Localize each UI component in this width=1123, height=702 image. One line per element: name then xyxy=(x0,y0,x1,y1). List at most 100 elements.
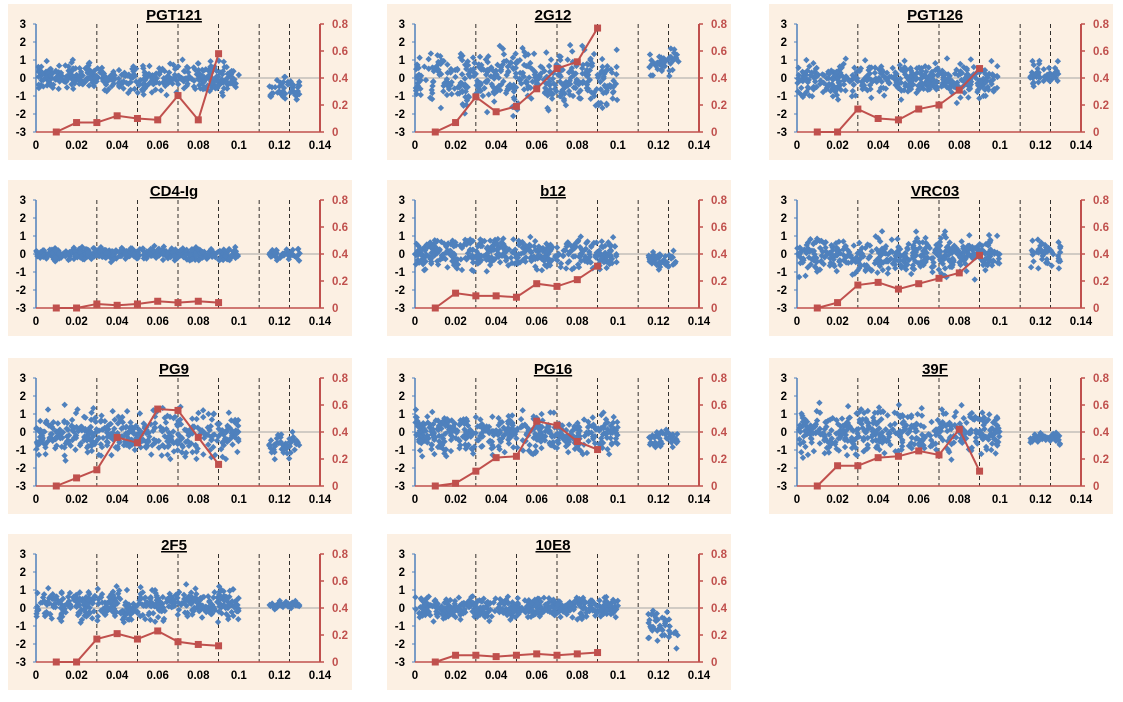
x-tick-label: 0.04 xyxy=(106,316,129,328)
y-tick-label: -3 xyxy=(395,127,405,139)
chart-title: b12 xyxy=(540,183,566,200)
scatter-point xyxy=(98,412,104,418)
scatter-point xyxy=(610,234,616,240)
series-marker xyxy=(215,299,222,306)
scatter-point xyxy=(988,58,994,64)
scatter-point xyxy=(928,419,934,425)
y-tick-label: 2 xyxy=(399,391,405,403)
scatter-point xyxy=(193,456,199,462)
y-tick-label: -3 xyxy=(395,481,405,493)
series-marker xyxy=(513,453,520,460)
series-marker xyxy=(574,438,581,445)
x-tick-label: 0.08 xyxy=(948,494,971,506)
x-tick-label: 0.02 xyxy=(65,140,87,152)
scatter-point xyxy=(802,273,808,279)
x-tick-label: 0.02 xyxy=(444,316,466,328)
x-tick-label: 0.08 xyxy=(566,316,589,328)
y2-tick-label: 0.4 xyxy=(332,249,349,261)
scatter-point xyxy=(1055,58,1061,64)
scatter-point xyxy=(124,408,130,414)
x-tick-label: 0.02 xyxy=(826,140,848,152)
scatter-point xyxy=(484,109,490,115)
x-tick-label: 0.1 xyxy=(992,316,1009,328)
series-marker xyxy=(93,300,100,307)
scatter-point xyxy=(45,406,51,412)
scatter-point xyxy=(546,63,552,69)
y2-tick-label: 0.4 xyxy=(711,73,728,85)
y-tick-label: 3 xyxy=(399,19,405,31)
series-marker xyxy=(594,25,601,32)
y-tick-label: -1 xyxy=(395,445,406,457)
y2-tick-label: 0.8 xyxy=(711,373,728,385)
chart-title: VRC03 xyxy=(911,183,959,200)
series-marker xyxy=(895,116,902,123)
scatter-point xyxy=(72,447,78,453)
scatter-point xyxy=(193,416,199,422)
series-marker xyxy=(134,439,141,446)
y-tick-label: -1 xyxy=(777,445,788,457)
series-marker xyxy=(154,406,161,413)
y-tick-label: -3 xyxy=(395,303,405,315)
y2-tick-label: 0.4 xyxy=(711,249,728,261)
series-marker xyxy=(875,115,882,122)
scatter-point xyxy=(448,448,454,454)
y-tick-label: -2 xyxy=(395,109,405,121)
series-marker xyxy=(956,269,963,276)
scatter-point xyxy=(885,265,891,271)
scatter-point xyxy=(459,267,465,273)
series-marker xyxy=(875,279,882,286)
y2-tick-label: 0.2 xyxy=(1093,100,1109,112)
series-marker xyxy=(574,276,581,283)
y-tick-label: -2 xyxy=(16,109,26,121)
series-marker xyxy=(834,299,841,306)
series-marker xyxy=(854,282,861,289)
scatter-point xyxy=(986,232,992,238)
scatter-point xyxy=(62,457,68,463)
series-marker xyxy=(854,462,861,469)
series-marker xyxy=(195,434,202,441)
scatter-point xyxy=(894,236,900,242)
x-tick-label: 0.04 xyxy=(106,494,129,506)
y2-tick-label: 0.6 xyxy=(1093,46,1109,58)
series-marker xyxy=(472,468,479,475)
scatter-point xyxy=(944,55,950,61)
scatter-point xyxy=(108,452,114,458)
scatter-point xyxy=(417,447,423,453)
scatter-point xyxy=(554,244,560,250)
x-tick-label: 0.14 xyxy=(688,140,711,152)
series-marker xyxy=(976,468,983,475)
series-marker xyxy=(93,466,100,473)
y-tick-label: -2 xyxy=(777,109,787,121)
x-tick-label: 0.06 xyxy=(147,316,169,328)
scatter-point xyxy=(835,96,841,102)
series-marker xyxy=(472,292,479,299)
series-marker xyxy=(594,263,601,270)
series-marker xyxy=(73,474,80,481)
series-marker xyxy=(53,129,60,136)
scatter-point xyxy=(604,446,610,452)
scatter-point xyxy=(547,409,553,415)
y-tick-label: 3 xyxy=(781,19,787,31)
x-tick-label: 0.14 xyxy=(1070,494,1093,506)
y2-tick-label: 0.6 xyxy=(332,46,348,58)
scatter-point xyxy=(851,242,857,248)
chart-title: 2G12 xyxy=(535,7,572,24)
series-marker xyxy=(574,58,581,65)
scatter-point xyxy=(986,411,992,417)
y-tick-label: -1 xyxy=(777,91,788,103)
scatter-point xyxy=(803,57,809,63)
y-tick-label: 1 xyxy=(399,55,406,67)
x-tick-label: 0.08 xyxy=(948,316,971,328)
scatter-point xyxy=(845,403,851,409)
series-marker xyxy=(533,85,540,92)
scatter-point xyxy=(163,92,169,98)
series-marker xyxy=(432,305,439,312)
x-tick-label: 0.04 xyxy=(867,316,890,328)
y-tick-label: 1 xyxy=(20,409,27,421)
scatter-point xyxy=(425,56,431,62)
series-marker xyxy=(175,407,182,414)
y2-tick-label: 0.8 xyxy=(1093,19,1110,31)
scatter-point xyxy=(55,420,61,426)
